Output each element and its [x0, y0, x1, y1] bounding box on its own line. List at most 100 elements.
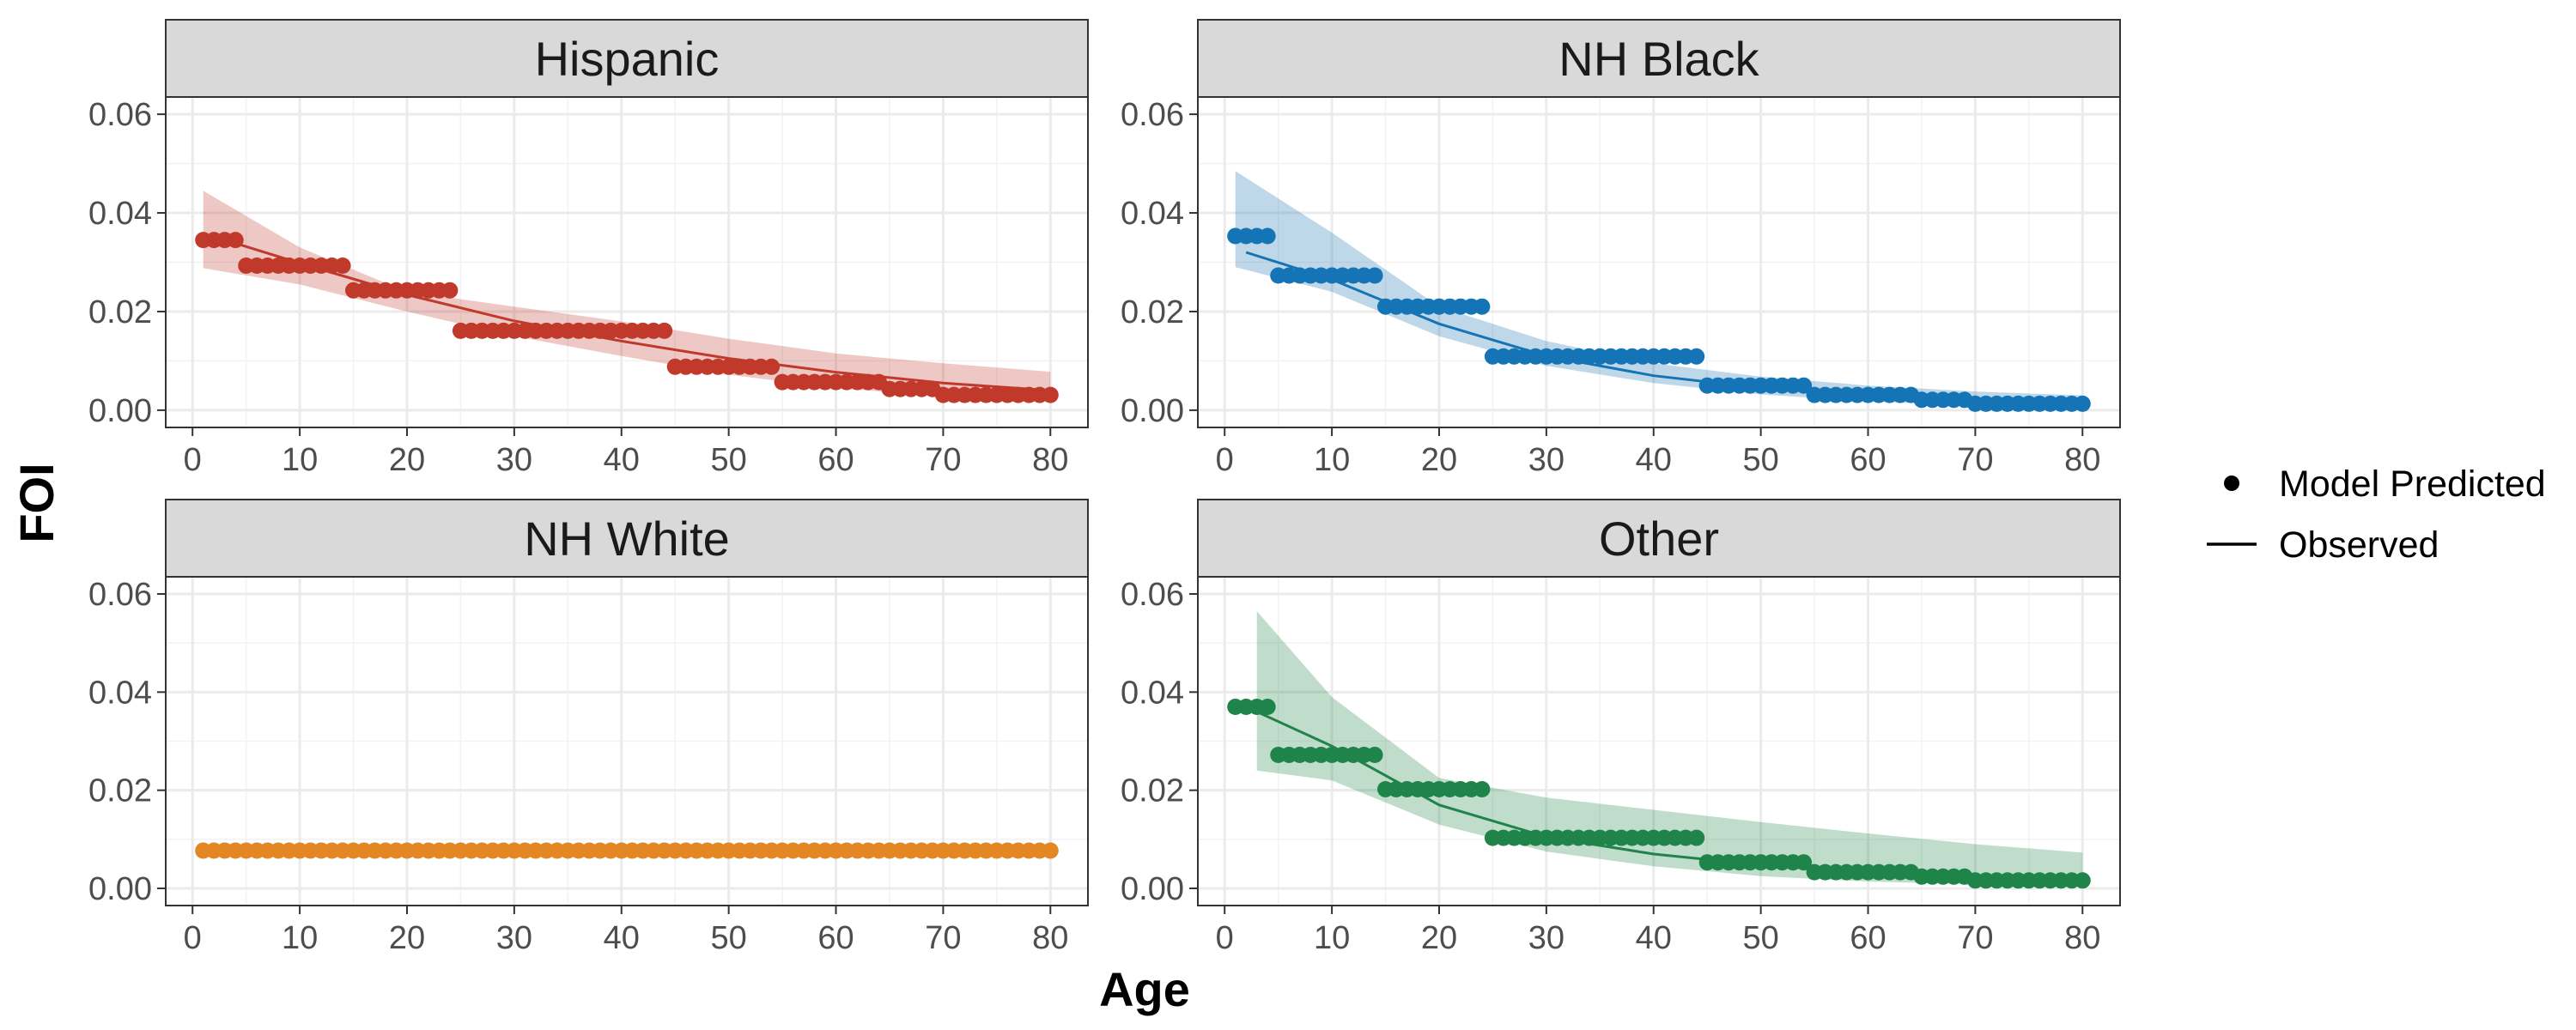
legend-item: Model Predicted: [2224, 464, 2546, 505]
x-tick-label: 30: [496, 442, 532, 478]
predicted-point: [1042, 842, 1059, 859]
y-axis: 0.00 0.02 0.04 0.06: [88, 577, 166, 907]
facet-strip: [1197, 499, 2121, 578]
x-tick-label: 10: [1314, 442, 1350, 478]
predicted-points: [1227, 227, 2091, 412]
legend: Model Predicted Observed: [2207, 464, 2546, 566]
x-axis: 0 10 20 30 40 50 60 70 80: [184, 427, 1068, 478]
x-tick-label: 10: [282, 442, 318, 478]
x-axis: 0 10 20 30 40 50 60 70 80: [184, 906, 1068, 956]
facet-title: NH Black: [1558, 32, 1759, 86]
legend-label: Model Predicted: [2279, 464, 2546, 505]
x-axis-title: Age: [1099, 962, 1190, 1016]
predicted-points: [1227, 699, 2091, 889]
y-tick-label: 0.06: [1121, 577, 1184, 613]
x-tick-label: 30: [1528, 442, 1564, 478]
x-tick-label: 20: [389, 442, 425, 478]
x-tick-label: 0: [1216, 442, 1234, 478]
x-tick-label: 50: [1742, 920, 1778, 956]
x-tick-label: 20: [1421, 920, 1457, 956]
x-tick-label: 60: [817, 920, 854, 956]
y-tick-label: 0.06: [88, 97, 152, 133]
x-tick-label: 70: [1957, 442, 1993, 478]
predicted-point: [1688, 348, 1705, 365]
y-tick-label: 0.00: [1121, 871, 1184, 907]
x-tick-label: 0: [184, 920, 202, 956]
y-tick-label: 0.04: [88, 675, 152, 711]
predicted-point: [763, 358, 781, 375]
facet-title: Hispanic: [535, 32, 720, 86]
x-tick-label: 80: [1032, 920, 1068, 956]
y-tick-label: 0.02: [88, 773, 152, 809]
x-tick-label: 10: [282, 920, 318, 956]
x-tick-label: 40: [1636, 920, 1672, 956]
facet-strip: [1197, 19, 2121, 98]
y-tick-label: 0.04: [1121, 675, 1184, 711]
x-tick-label: 80: [2064, 920, 2100, 956]
grid: [166, 97, 1088, 427]
predicted-point: [1366, 267, 1383, 284]
predicted-point: [1795, 854, 1813, 871]
predicted-point: [1688, 829, 1705, 846]
predicted-point: [441, 282, 459, 299]
y-axis: 0.00 0.02 0.04 0.06: [88, 97, 166, 429]
y-tick-label: 0.06: [88, 577, 152, 613]
x-tick-label: 50: [1742, 442, 1778, 478]
y-axis-title: FOI: [9, 463, 64, 542]
predicted-point: [1795, 377, 1813, 394]
x-tick-label: 60: [817, 442, 854, 478]
y-tick-label: 0.04: [1121, 196, 1184, 232]
y-tick-label: 0.00: [1121, 393, 1184, 429]
y-tick-label: 0.00: [88, 393, 152, 429]
grid: [1198, 97, 2120, 427]
x-tick-label: 40: [1636, 442, 1672, 478]
x-tick-label: 70: [1957, 920, 1993, 956]
x-tick-label: 20: [1421, 442, 1457, 478]
predicted-points: [195, 232, 1059, 403]
grid: [1198, 577, 2120, 906]
predicted-point: [2074, 872, 2091, 889]
x-tick-label: 70: [925, 920, 961, 956]
x-tick-label: 60: [1850, 920, 1886, 956]
predicted-point: [2074, 395, 2091, 412]
panel-border: [1197, 576, 2121, 906]
facet-title: NH White: [524, 512, 730, 566]
observed-line: [224, 239, 1051, 392]
y-tick-label: 0.04: [88, 196, 152, 232]
y-axis: 0.00 0.02 0.04 0.06: [1121, 577, 1198, 907]
y-axis: 0.00 0.02 0.04 0.06: [1121, 97, 1198, 429]
panel-border: [1197, 96, 2121, 428]
x-tick-label: 10: [1314, 920, 1350, 956]
x-tick-label: 50: [710, 442, 746, 478]
panel-border: [165, 96, 1089, 428]
legend-label: Observed: [2279, 524, 2439, 566]
facet-panel: Other 0 10 20 30 40 50 60 70 80 0.00 0.02 0.04 0.06: [1121, 499, 2121, 956]
y-tick-label: 0.06: [1121, 97, 1184, 133]
panel-border: [165, 576, 1089, 906]
x-tick-label: 50: [710, 920, 746, 956]
predicted-point: [1366, 747, 1383, 763]
predicted-point: [1042, 386, 1059, 403]
x-tick-label: 80: [1032, 442, 1068, 478]
predicted-point: [656, 322, 673, 339]
confidence-band: [1235, 171, 2083, 408]
predicted-point: [334, 258, 351, 274]
x-tick-label: 30: [1528, 920, 1564, 956]
legend-point-key: [2224, 476, 2239, 491]
x-axis: 0 10 20 30 40 50 60 70 80: [1216, 427, 2100, 478]
x-tick-label: 40: [604, 442, 640, 478]
y-tick-label: 0.02: [88, 294, 152, 330]
x-tick-label: 30: [496, 920, 532, 956]
x-tick-label: 60: [1850, 442, 1886, 478]
legend-item: Observed: [2207, 524, 2439, 566]
predicted-point: [1259, 227, 1276, 245]
confidence-band: [1256, 611, 2083, 887]
x-tick-label: 0: [1216, 920, 1234, 956]
x-tick-label: 0: [184, 442, 202, 478]
x-tick-label: 80: [2064, 442, 2100, 478]
